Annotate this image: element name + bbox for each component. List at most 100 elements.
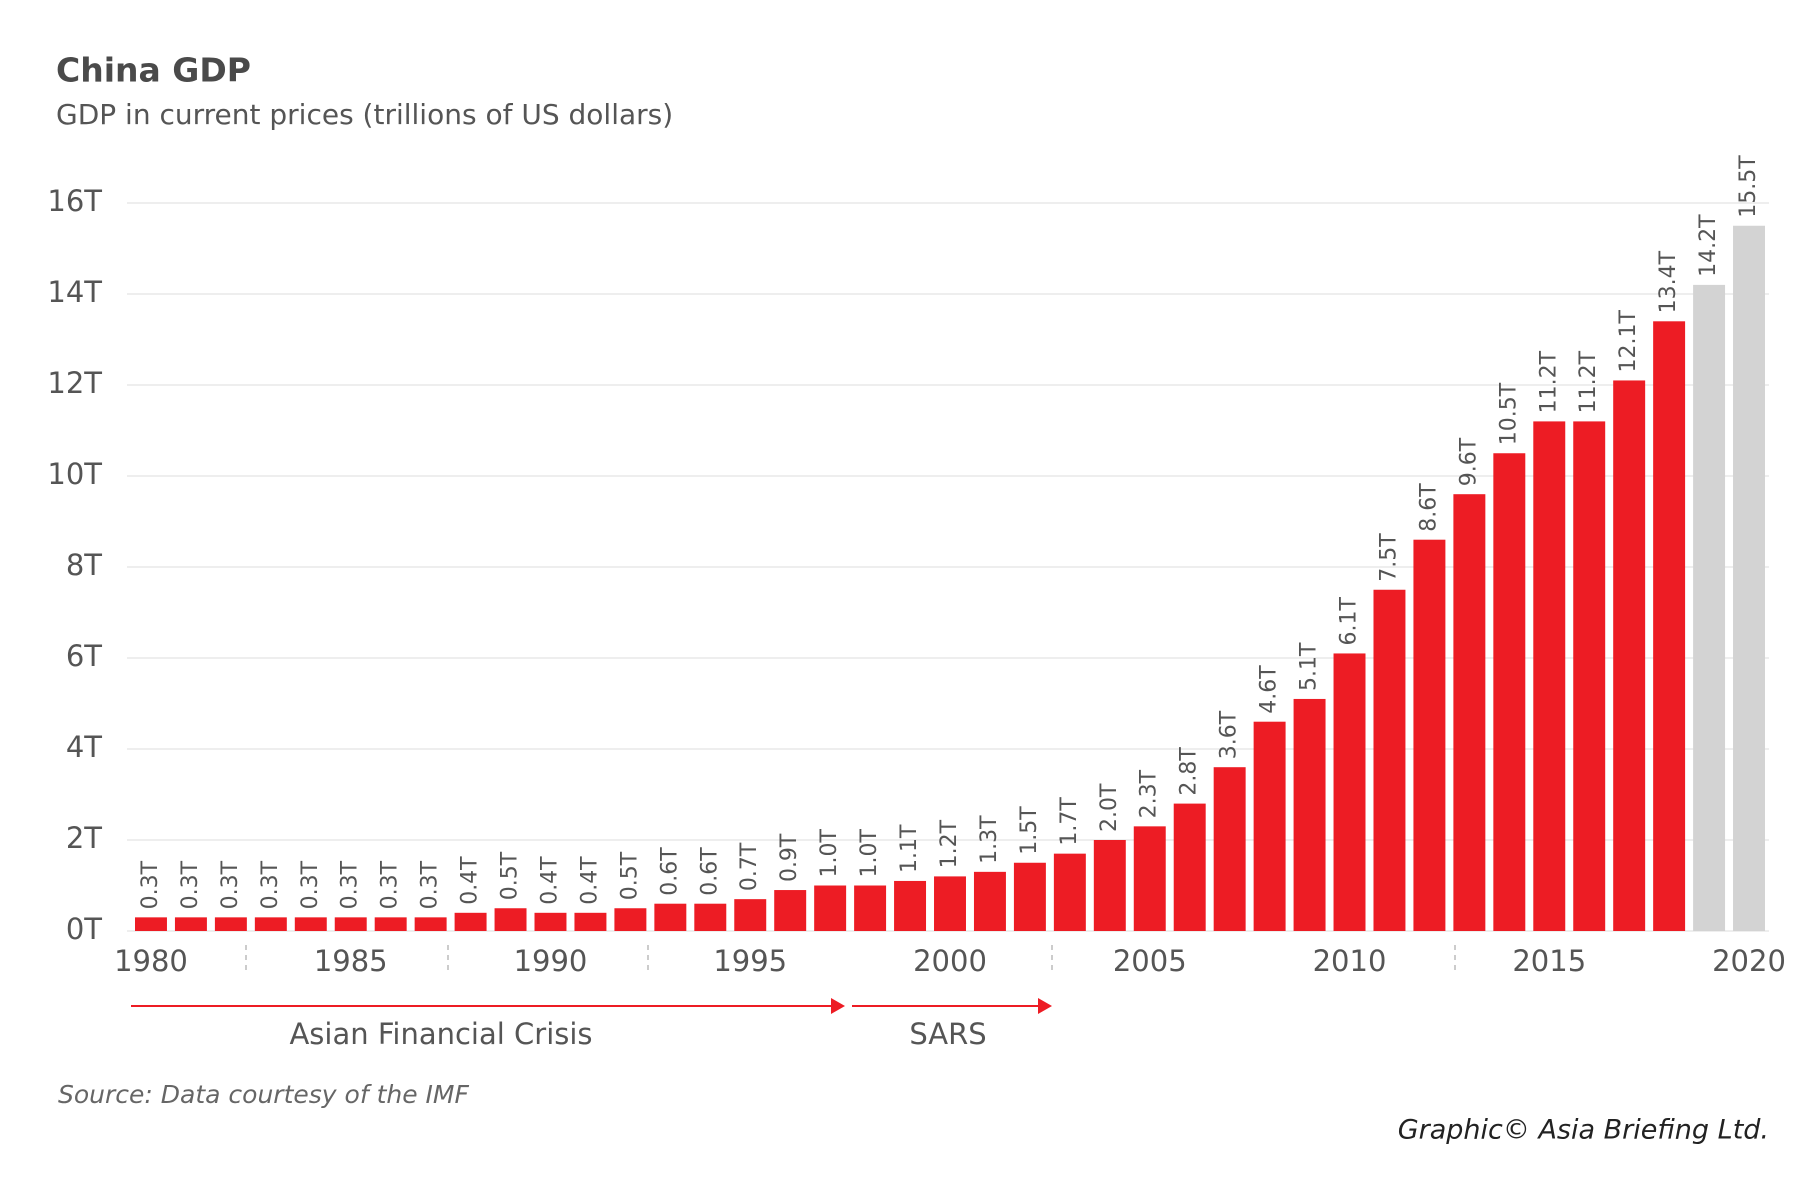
chart-title: China GDP: [56, 51, 251, 90]
bar: [1613, 380, 1646, 931]
x-tick-label: 1980: [114, 944, 188, 978]
x-tick-label: 1995: [713, 944, 787, 978]
value-label: 2.3T: [1137, 769, 1162, 818]
bar: [1293, 698, 1326, 931]
bar: [574, 912, 607, 931]
bar: [1733, 225, 1766, 931]
bar: [1213, 767, 1246, 931]
value-label: 0.3T: [258, 860, 283, 909]
bar: [1013, 862, 1046, 931]
annotation: SARS: [909, 1017, 986, 1051]
x-tick-label: 2015: [1512, 944, 1586, 978]
credit: Graphic© Asia Briefing Ltd.: [1398, 1115, 1769, 1146]
y-tick-label: 8T: [66, 548, 102, 582]
bar: [1373, 589, 1406, 931]
value-label: 1.1T: [897, 824, 922, 873]
bar: [1253, 721, 1286, 931]
x-tick-label: 1985: [314, 944, 388, 978]
value-label: 5.1T: [1297, 642, 1322, 691]
bar: [694, 903, 727, 931]
bar: [934, 876, 966, 931]
chart-subtitle: GDP in current prices (trillions of US d…: [56, 98, 673, 131]
value-label: 1.3T: [977, 815, 1002, 864]
x-tick-label: 2020: [1712, 944, 1786, 978]
value-label: 3.6T: [1217, 710, 1242, 759]
y-tick-label: 2T: [66, 821, 102, 855]
value-label: 0.4T: [458, 856, 483, 905]
x-tick-label: 2005: [1113, 944, 1187, 978]
value-label: 1.7T: [1057, 797, 1082, 846]
annotation-arrows: [131, 998, 1052, 1014]
bar: [1093, 840, 1126, 931]
bar: [1173, 803, 1206, 931]
value-label: 0.3T: [418, 860, 443, 909]
bar: [1333, 653, 1366, 931]
y-tick-label: 4T: [66, 730, 102, 764]
value-label: 0.7T: [737, 842, 762, 891]
bar: [894, 880, 927, 931]
bar: [1493, 453, 1526, 931]
value-label: 0.4T: [577, 856, 602, 905]
value-label: 11.2T: [1536, 350, 1561, 413]
value-label: 14.2T: [1696, 214, 1721, 277]
annotation: Asian Financial Crisis: [289, 1017, 592, 1051]
y-tick-label: 6T: [66, 639, 102, 673]
bar: [774, 890, 807, 931]
value-label: 0.3T: [338, 860, 363, 909]
value-label: 8.6T: [1416, 483, 1441, 532]
value-label: 1.0T: [857, 829, 882, 878]
value-label: 0.9T: [777, 833, 802, 882]
bar: [1453, 494, 1486, 931]
value-label: 1.0T: [817, 829, 842, 878]
bar: [1413, 539, 1446, 931]
value-label: 13.4T: [1656, 250, 1681, 313]
bar: [214, 917, 247, 931]
bar: [654, 903, 687, 931]
source-note: Source: Data courtesy of the IMF: [58, 1080, 469, 1109]
bar: [1653, 321, 1686, 931]
value-label: 12.1T: [1616, 309, 1641, 372]
bar: [1133, 826, 1166, 931]
bar: [614, 908, 647, 931]
bar: [1693, 284, 1726, 931]
bar: [494, 908, 527, 931]
bar: [534, 912, 567, 931]
bar: [254, 917, 287, 931]
value-label: 4.6T: [1257, 665, 1282, 714]
value-label: 2.8T: [1177, 747, 1202, 796]
x-tick-label: 1990: [514, 944, 588, 978]
value-label: 15.5T: [1736, 155, 1761, 218]
bar: [294, 917, 327, 931]
value-label: 0.3T: [178, 860, 203, 909]
x-tick-label: 2000: [913, 944, 987, 978]
value-label: 0.6T: [657, 847, 682, 896]
value-label: 1.5T: [1017, 806, 1042, 855]
value-label: 0.3T: [378, 860, 403, 909]
value-label: 0.4T: [537, 856, 562, 905]
value-label: 11.2T: [1576, 350, 1601, 413]
bar: [374, 917, 407, 931]
bar: [334, 917, 367, 931]
x-tick-label: 2010: [1313, 944, 1387, 978]
y-tick-label: 10T: [47, 457, 102, 491]
value-label: 9.6T: [1456, 437, 1481, 486]
y-tick-label: 14T: [47, 275, 102, 309]
value-label: 0.3T: [138, 860, 163, 909]
value-label: 10.5T: [1496, 382, 1521, 445]
value-label: 7.5T: [1376, 533, 1401, 582]
y-tick-label: 12T: [47, 366, 102, 400]
y-tick-label: 16T: [47, 184, 102, 218]
bar: [973, 871, 1006, 931]
value-label: 0.5T: [498, 851, 523, 900]
value-label: 0.3T: [298, 860, 323, 909]
bar: [134, 917, 167, 931]
value-label: 2.0T: [1097, 783, 1122, 832]
bar: [1533, 421, 1566, 931]
bar: [734, 899, 767, 931]
value-label: 6.1T: [1337, 596, 1362, 645]
bar: [454, 912, 487, 931]
bar: [854, 885, 887, 931]
bar: [1053, 853, 1086, 931]
bar: [174, 917, 207, 931]
